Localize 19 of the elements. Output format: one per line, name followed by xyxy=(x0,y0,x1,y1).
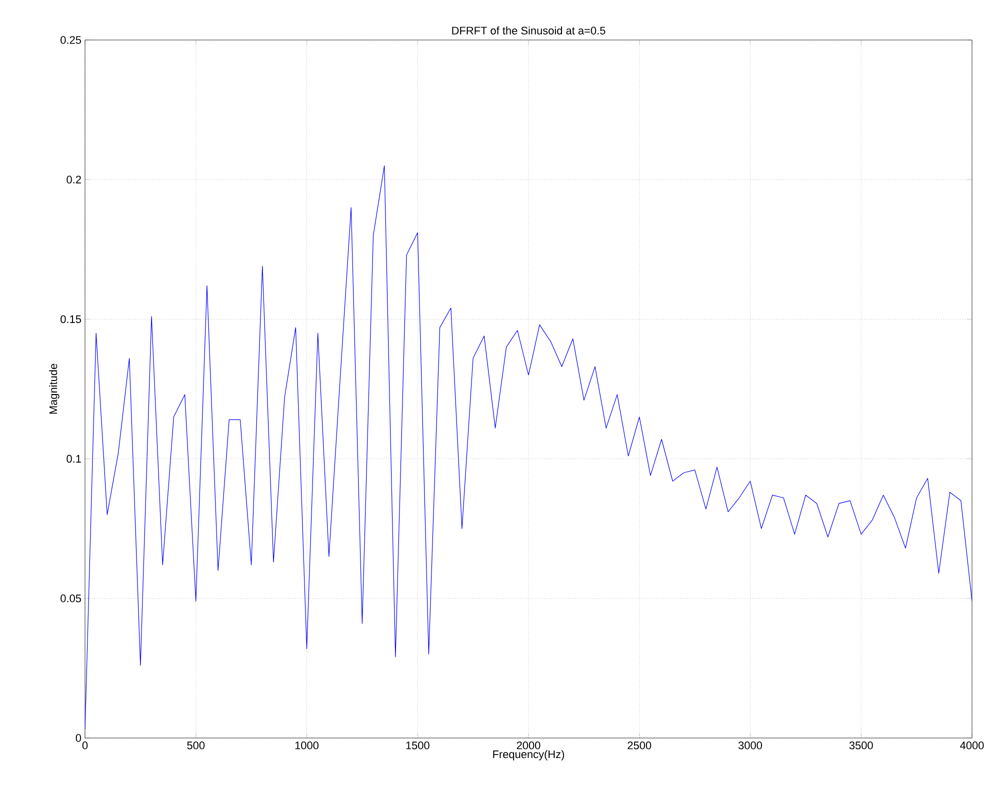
chart-title: DFRFT of the Sinusoid at a=0.5 xyxy=(452,26,606,34)
x-tick-label: 3500 xyxy=(849,742,873,750)
x-tick-label: 3000 xyxy=(738,742,762,750)
x-axis-title: Frequency(Hz) xyxy=(493,750,564,760)
x-tick-label: 1000 xyxy=(295,742,318,750)
y-tick-label: 0.25 xyxy=(60,36,82,44)
x-tick-label: 4000 xyxy=(960,742,984,750)
x-tick-label: 2000 xyxy=(516,742,540,750)
line-series xyxy=(85,165,972,730)
y-tick-label: 0 xyxy=(76,734,82,742)
x-tick-label: 2500 xyxy=(628,742,652,750)
y-tick-label: 0.1 xyxy=(66,454,81,463)
x-tick-label: 0 xyxy=(82,742,88,750)
y-tick-label: 0.15 xyxy=(60,315,82,324)
x-tick-label: 1500 xyxy=(406,742,430,750)
y-axis-title: Magnitude xyxy=(49,364,60,414)
x-tick-label: 500 xyxy=(187,742,205,750)
y-tick-label: 0.05 xyxy=(60,594,82,602)
y-tick-label: 0.2 xyxy=(66,176,81,184)
